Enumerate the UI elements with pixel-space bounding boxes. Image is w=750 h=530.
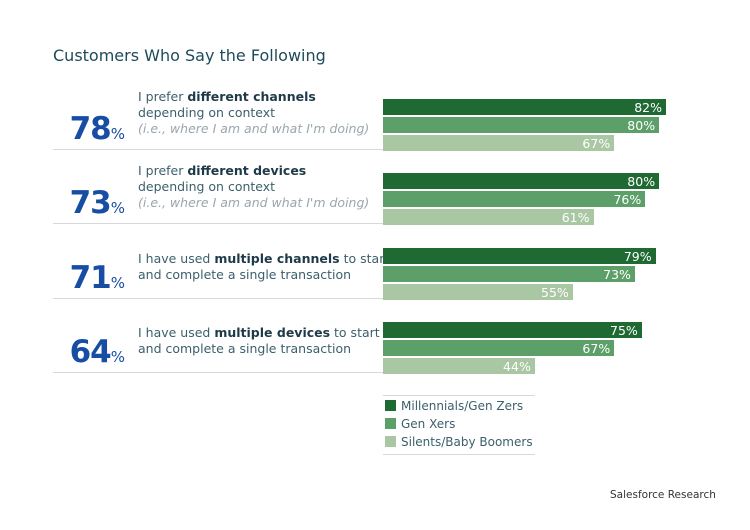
bar-value-label: 80% bbox=[627, 174, 656, 189]
statement-pre: I have used bbox=[138, 325, 215, 340]
bar-value-label: 80% bbox=[627, 118, 656, 133]
bar bbox=[383, 191, 646, 207]
bar bbox=[383, 340, 615, 356]
source-label: Salesforce Research bbox=[610, 489, 716, 501]
statement-pre: I prefer bbox=[138, 163, 188, 178]
statement-note: (i.e., where I am and what I'm doing) bbox=[138, 121, 370, 136]
statement-line1: I prefer different devices bbox=[138, 163, 369, 179]
percent-sign: % bbox=[110, 199, 125, 217]
overall-number: 71 bbox=[69, 260, 112, 296]
bar bbox=[383, 117, 660, 133]
statement-line2: depending on context bbox=[138, 105, 276, 120]
bar-value-label: 76% bbox=[613, 192, 642, 207]
bar bbox=[383, 322, 642, 338]
statement: I prefer different devices depending on c… bbox=[138, 163, 369, 211]
legend-item: Silents/Baby Boomers bbox=[385, 435, 533, 449]
bar-value-label: 61% bbox=[561, 210, 590, 225]
legend-label: Millennials/Gen Zers bbox=[401, 399, 524, 413]
legend-swatch bbox=[385, 436, 396, 447]
statement-note: (i.e., where I am and what I'm doing) bbox=[138, 195, 370, 210]
overall-number: 64 bbox=[69, 334, 112, 370]
legend-item: Millennials/Gen Zers bbox=[385, 399, 523, 413]
statement-bold: multiple devices bbox=[214, 325, 331, 340]
overall-value: 73% bbox=[53, 185, 125, 221]
bar-value-label: 75% bbox=[610, 323, 638, 338]
bar-value-label: 55% bbox=[541, 285, 569, 300]
overall-value: 71% bbox=[53, 260, 125, 296]
statement-line2: depending on context bbox=[138, 179, 276, 194]
legend-label: Silents/Baby Boomers bbox=[401, 435, 533, 449]
overall-number: 78 bbox=[69, 111, 112, 147]
bar-value-label: 44% bbox=[503, 359, 531, 374]
percent-sign: % bbox=[110, 125, 125, 143]
percent-sign: % bbox=[110, 274, 125, 292]
legend-swatch bbox=[385, 400, 396, 411]
chart-title: Customers Who Say the Following bbox=[53, 46, 326, 65]
bar-value-label: 82% bbox=[634, 100, 662, 115]
legend-top-rule bbox=[383, 395, 535, 396]
statement-line1: I have used multiple channels to start bbox=[138, 251, 389, 267]
row-separator bbox=[53, 223, 383, 224]
statement: I have used multiple channels to start an… bbox=[138, 251, 389, 283]
statement: I have used multiple devices to start and… bbox=[138, 325, 380, 357]
statement-line1: I have used multiple devices to start bbox=[138, 325, 380, 341]
bar-value-label: 67% bbox=[582, 136, 611, 151]
overall-value: 64% bbox=[53, 334, 125, 370]
bar bbox=[383, 135, 615, 151]
overall-number: 73 bbox=[69, 185, 112, 221]
bar bbox=[383, 99, 666, 115]
bar bbox=[383, 173, 660, 189]
row-separator bbox=[53, 149, 383, 150]
statement-line1: I prefer different channels bbox=[138, 89, 369, 105]
statement-pre: I have used bbox=[138, 251, 215, 266]
row-separator bbox=[53, 298, 383, 299]
bar-value-label: 79% bbox=[623, 249, 652, 264]
bar bbox=[383, 248, 656, 264]
statement-bold: different channels bbox=[187, 89, 316, 104]
statement-pre: I prefer bbox=[138, 89, 188, 104]
statement-bold: different devices bbox=[187, 163, 307, 178]
statement-bold: multiple channels bbox=[214, 251, 340, 266]
bar bbox=[383, 266, 635, 282]
legend-item: Gen Xers bbox=[385, 417, 455, 431]
legend-swatch bbox=[385, 418, 396, 429]
bar bbox=[383, 358, 535, 374]
bar bbox=[383, 209, 594, 225]
statement-line2: and complete a single transaction bbox=[138, 267, 352, 282]
statement-post: to start bbox=[330, 325, 380, 340]
overall-value: 78% bbox=[53, 111, 125, 147]
statement: I prefer different channels depending on … bbox=[138, 89, 369, 137]
legend-bottom-rule bbox=[383, 454, 535, 455]
bar-value-label: 73% bbox=[603, 267, 631, 282]
bar bbox=[383, 284, 573, 300]
statement-line2: and complete a single transaction bbox=[138, 341, 352, 356]
row-separator bbox=[53, 372, 383, 373]
bar-value-label: 67% bbox=[582, 341, 611, 356]
statement-post: to start bbox=[339, 251, 390, 266]
legend-label: Gen Xers bbox=[401, 417, 456, 431]
percent-sign: % bbox=[110, 348, 125, 366]
